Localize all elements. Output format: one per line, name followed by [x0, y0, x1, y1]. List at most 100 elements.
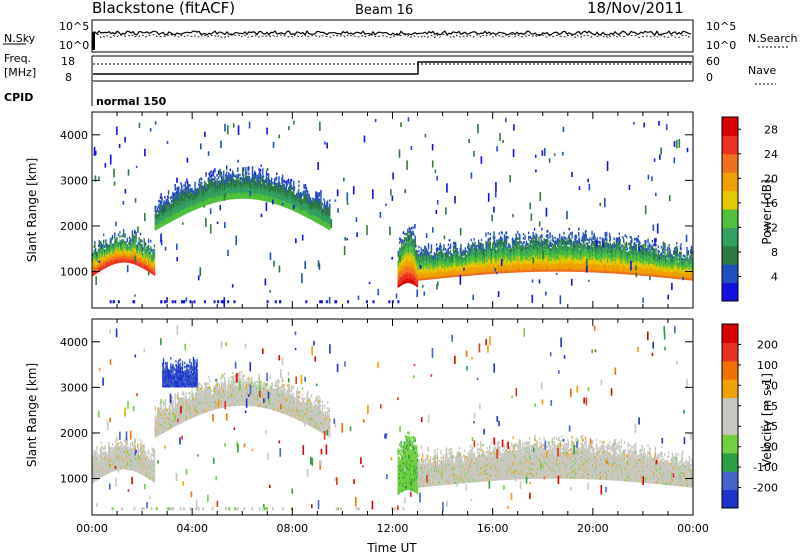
power-echo-cell [133, 253, 135, 256]
power-echo-cell [419, 269, 422, 273]
power-echo-cell [156, 222, 159, 226]
power-echo-cell [214, 193, 217, 197]
power-echo-cell [418, 249, 420, 253]
power-echo-cell [456, 247, 458, 251]
power-echo-cell [185, 209, 187, 212]
power-echo-cell [145, 251, 148, 255]
power-echo-cell [313, 208, 316, 212]
power-echo-cell [254, 186, 257, 190]
power-echo-cell [226, 189, 228, 193]
power-echo-cell [404, 270, 406, 274]
power-echo-cell [268, 173, 270, 177]
power-echo-cell [416, 255, 419, 258]
power-echo-cell [257, 197, 260, 200]
power-echo-cell [419, 259, 421, 263]
power-echo-cell [415, 273, 417, 276]
power-echo-cell [317, 196, 319, 199]
power-echo-cell [128, 246, 131, 250]
power-echo-cell [314, 198, 316, 202]
power-echo-cell [229, 186, 232, 190]
power-echo-cell [301, 194, 303, 198]
power-echo-cell [288, 190, 290, 193]
power-echo-cell [416, 281, 418, 285]
power-echo-cell [192, 203, 194, 207]
power-echo-cell [156, 226, 159, 230]
power-echo-cell [209, 199, 211, 203]
power-echo-cell [166, 202, 168, 205]
power-echo-cell [430, 262, 432, 266]
power-echo-cell [282, 192, 285, 195]
power-echo-cell [282, 198, 285, 201]
power-echo-cell [209, 195, 211, 198]
power-echo-cell [158, 213, 160, 217]
power-echo-cell [228, 185, 231, 188]
power-echo-cell [199, 200, 201, 204]
power-echo-cell [173, 205, 175, 208]
power-echo-cell [268, 181, 270, 185]
power-echo-cell [270, 190, 272, 193]
power-echo-cell [95, 253, 98, 256]
power-echo-cell [420, 247, 422, 250]
power-echo-cell [412, 238, 414, 242]
power-echo-cell [412, 250, 414, 254]
power-echo-cell [147, 240, 150, 244]
power-echo-cell [307, 200, 310, 203]
power-echo-cell [192, 197, 195, 200]
power-echo-cell [261, 195, 263, 199]
power-echo-cell [180, 192, 182, 196]
power-echo-cell [211, 184, 213, 187]
power-echo-cell [402, 269, 405, 273]
power-echo-cell [262, 189, 265, 193]
power-echo-cell [407, 268, 410, 271]
power-echo-cell [189, 194, 191, 198]
power-echo-cell [321, 222, 323, 226]
power-echo-cell [205, 174, 207, 177]
power-echo-cell [297, 192, 299, 196]
power-echo-cell [416, 263, 419, 267]
power-echo-cell [189, 202, 192, 206]
power-echo-cell [236, 184, 238, 187]
power-echo-cell [177, 198, 179, 202]
power-echo-cell [321, 221, 324, 224]
power-echo-cell [436, 247, 439, 250]
power-echo-cell [265, 188, 268, 192]
power-echo-cell [235, 192, 237, 195]
power-echo-cell [112, 255, 114, 259]
power-echo-cell [293, 180, 295, 184]
power-echo-cell [128, 236, 131, 239]
power-echo-cell [170, 206, 173, 209]
power-echo-cell [406, 245, 408, 249]
power-echo-cell [319, 208, 321, 211]
power-echo-cell [184, 185, 187, 189]
power-echo-cell [316, 214, 318, 218]
power-echo-cell [401, 259, 403, 263]
power-echo-cell [315, 209, 318, 213]
power-echo-cell [167, 195, 169, 199]
power-echo-cell [290, 187, 293, 190]
power-echo-cell [421, 249, 423, 253]
power-echo-cell [155, 227, 157, 231]
power-echo-cell [301, 200, 304, 204]
power-echo-cell [249, 196, 251, 199]
power-echo-cell [293, 208, 295, 212]
power-echo-cell [94, 253, 97, 257]
power-echo-cell [168, 220, 170, 223]
power-echo-cell [301, 198, 303, 202]
power-echo-cell [186, 202, 188, 206]
power-echo-cell [398, 279, 401, 283]
power-echo-cell [321, 220, 323, 224]
power-echo-cell [398, 282, 400, 285]
power-echo-cell [415, 252, 417, 256]
power-echo-cell [400, 253, 402, 257]
power-echo-cell [318, 200, 321, 204]
power-echo-cell [167, 218, 170, 222]
power-echo-cell [262, 190, 264, 193]
power-echo-cell [261, 185, 263, 189]
power-echo-cell [203, 197, 205, 201]
power-echo-cell [253, 196, 255, 200]
power-echo-cell [406, 247, 408, 251]
power-echo-cell [148, 261, 151, 265]
power-echo-cell [261, 183, 263, 187]
power-echo-cell [230, 173, 232, 177]
power-echo-cell [234, 187, 237, 191]
